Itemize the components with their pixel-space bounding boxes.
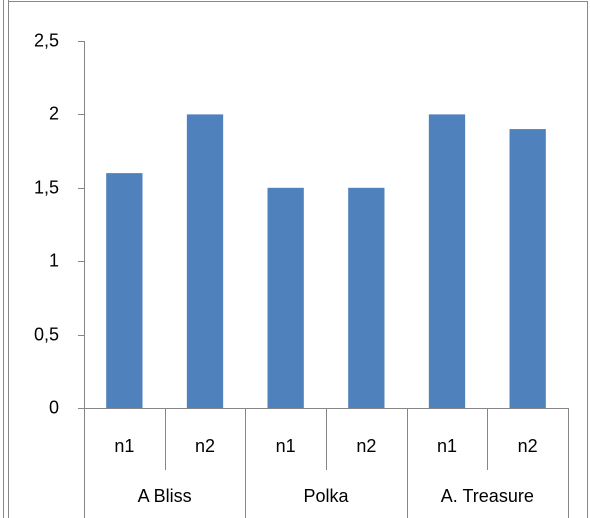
x-tick-label: n1 (114, 436, 134, 456)
bar (106, 173, 143, 408)
y-tick-label: 2 (49, 103, 59, 123)
x-tick-label: n1 (437, 436, 457, 456)
bar (428, 114, 466, 409)
group-label: Polka (303, 486, 349, 506)
y-tick-label: 2,5 (34, 30, 59, 50)
y-tick-label: 0 (49, 397, 59, 417)
x-tick-label: n1 (276, 436, 296, 456)
group-label: A Bliss (138, 486, 192, 506)
y-tick-label: 1,5 (34, 177, 59, 197)
x-tick-label: n2 (356, 436, 376, 456)
x-tick-label: n2 (518, 436, 538, 456)
bar (267, 187, 304, 408)
y-tick-label: 1 (49, 250, 59, 270)
y-tick-label: 0,5 (34, 324, 59, 344)
x-tick-label: n2 (195, 436, 215, 456)
group-label: A. Treasure (441, 486, 534, 506)
bar (186, 114, 224, 409)
bar (509, 129, 546, 408)
bar (348, 187, 385, 408)
